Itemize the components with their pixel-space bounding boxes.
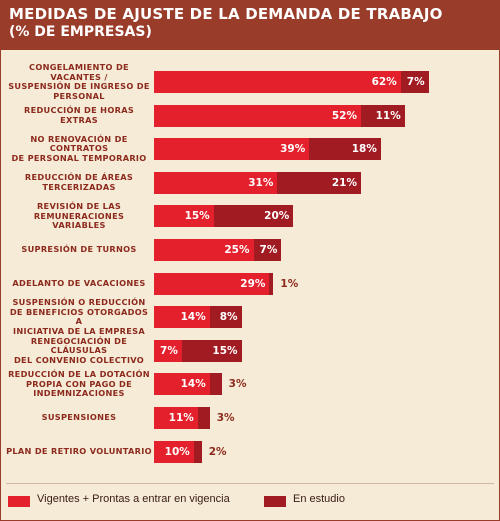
category-label: ADELANTO DE VACACIONES [12,277,146,288]
value-label-en-estudio: 2% [208,445,227,458]
chart-row: CONGELAMIENTO DE VACANTES / SUSPENSIÓN DE… [0,62,500,101]
chart-row: SUPRESIÓN DE TURNOS 25% 7% [0,235,500,265]
bar-en-estudio [209,306,242,329]
bar-vigentes [154,272,270,295]
legend: Vigentes + Prontas a entrar en vigencia … [0,490,500,514]
chart-header: MEDIDAS DE AJUSTE DE LA DEMANDA DE TRABA… [0,0,500,50]
category-label: SUPRESIÓN DE TURNOS [21,244,137,255]
chart-row: ADELANTO DE VACACIONES 29% 1% [0,269,500,299]
value-label-vigentes: 15% [184,210,210,223]
value-label-vigentes: 14% [180,378,206,391]
chart-row: RENEGOCIACIÓN DE CLÁUSULAS DEL CONVENIO C… [0,336,500,366]
legend-swatch-estudio [264,496,286,507]
bar-vigentes [154,138,310,161]
value-label-en-estudio: 3% [216,412,235,424]
category-label: NO RENOVACIÓN DE CONTRATOS DE PERSONAL TE… [11,133,147,163]
bar-en-estudio [209,373,222,396]
bar-en-estudio [309,138,381,161]
category-label: SUSPENSIÓN O REDUCCIÓN DE BENEFICIOS OTOR… [9,297,149,336]
value-label-en-estudio: 20% [264,210,290,223]
chart-row: REDUCCIÓN DE HORAS EXTRAS 52% 11% [0,101,500,131]
value-label-vigentes: 31% [248,176,274,189]
bar-vigentes [154,71,401,93]
value-label-en-estudio: 8% [219,311,238,324]
chart-subtitle: (% DE EMPRESAS) [9,24,152,40]
category-label: RENEGOCIACIÓN DE CLÁUSULAS DEL CONVENIO C… [13,335,145,365]
legend-label-estudio: En estudio [293,493,345,505]
category-label: CONGELAMIENTO DE VACANTES / SUSPENSIÓN DE… [8,62,150,101]
bar-vigentes [154,239,254,261]
bar-en-estudio [213,205,294,228]
bar-vigentes [154,407,198,429]
value-label-en-estudio: 1% [280,277,299,290]
bar-en-estudio [269,272,274,295]
category-label: REDUCCIÓN DE LA DOTACIÓN PROPIA CON PAGO … [8,369,150,399]
chart-row: PLAN DE RETIRO VOLUNTARIO 10% 2% [0,437,500,467]
value-label-en-estudio: 11% [375,109,401,122]
value-label-vigentes: 7% [160,344,178,357]
chart-row: REVISIÓN DE LAS REMUNERACIONES VARIABLES 1… [0,201,500,231]
category-label: PLAN DE RETIRO VOLUNTARIO [6,445,152,456]
bar-en-estudio [360,104,405,127]
bar-vigentes [154,440,194,463]
value-label-vigentes: 29% [240,277,266,290]
value-label-vigentes: 25% [224,244,250,256]
value-label-en-estudio: 21% [331,176,357,189]
category-label: REDUCCIÓN DE HORAS EXTRAS [23,105,135,125]
value-label-vigentes: 62% [371,76,397,88]
bar-en-estudio [277,171,361,194]
bar-vigentes [154,373,210,396]
value-label-vigentes: 14% [180,311,206,324]
chart-row: REDUCCIÓN DE ÁREAS TERCERIZADAS 31% 21% [0,168,500,198]
chart-row: REDUCCIÓN DE LA DOTACIÓN PROPIA CON PAGO … [0,369,500,399]
bar-en-estudio [181,339,242,362]
chart-row: NO RENOVACIÓN DE CONTRATOS DE PERSONAL TE… [0,134,500,164]
category-label: REVISIÓN DE LAS REMUNERACIONES VARIABLES [33,201,125,231]
category-label: SUSPENSIONES [41,412,117,423]
bar-vigentes [154,306,210,329]
bar-en-estudio [400,71,429,93]
bar-vigentes [154,205,214,228]
value-label-vigentes: 11% [168,412,194,424]
bar-chart: CONGELAMIENTO DE VACANTES / SUSPENSIÓN DE… [0,50,500,470]
value-label-vigentes: 39% [280,143,306,156]
bar-en-estudio [193,440,202,463]
chart-row: SUSPENSIÓN O REDUCCIÓN DE BENEFICIOS OTOR… [0,297,500,336]
legend-divider [6,483,494,484]
chart-row: SUSPENSIONES 11% 3% [0,403,500,433]
value-label-vigentes: 10% [164,445,190,458]
legend-label-vigentes: Vigentes + Prontas a entrar en vigencia [37,493,230,505]
bar-vigentes [154,104,361,127]
value-label-en-estudio: 15% [212,344,238,357]
legend-swatch-vigentes [8,496,30,507]
value-label-en-estudio: 7% [259,244,278,256]
bar-vigentes [154,171,278,194]
bar-en-estudio [197,407,210,429]
bar-en-estudio [253,239,282,261]
chart-title: MEDIDAS DE AJUSTE DE LA DEMANDA DE TRABA… [9,5,443,23]
category-label: REDUCCIÓN DE ÁREAS TERCERIZADAS [24,172,134,192]
value-label-en-estudio: 18% [351,143,377,156]
value-label-en-estudio: 3% [228,378,247,391]
value-label-en-estudio: 7% [406,76,425,88]
bar-vigentes [154,339,182,362]
value-label-vigentes: 52% [331,109,357,122]
